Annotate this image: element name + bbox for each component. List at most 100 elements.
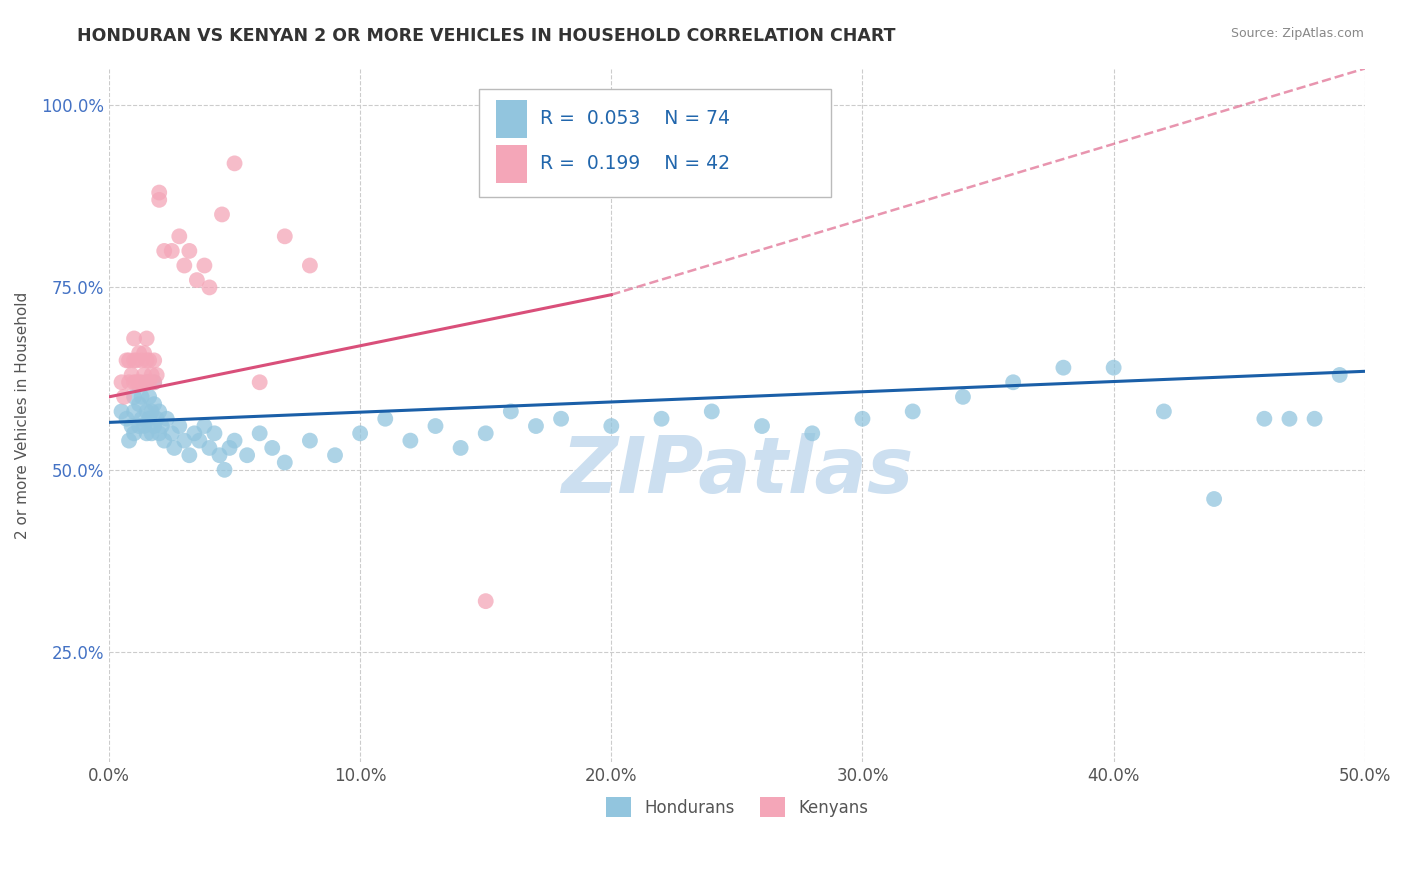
Y-axis label: 2 or more Vehicles in Household: 2 or more Vehicles in Household <box>15 292 30 539</box>
Point <box>700 404 723 418</box>
Point <box>474 594 496 608</box>
Point <box>122 331 145 345</box>
Point <box>110 404 132 418</box>
Point <box>143 419 166 434</box>
Point <box>1153 404 1175 418</box>
Point <box>150 419 173 434</box>
Point <box>193 259 215 273</box>
Point <box>1303 411 1326 425</box>
Point <box>122 426 145 441</box>
Point <box>1002 376 1025 390</box>
Point <box>474 426 496 441</box>
Point <box>153 244 176 258</box>
Point <box>141 368 163 382</box>
Point <box>179 244 201 258</box>
Point <box>134 368 156 382</box>
Point <box>135 404 157 418</box>
Point <box>198 441 221 455</box>
Point <box>128 346 150 360</box>
Point <box>236 448 259 462</box>
Point <box>524 419 547 434</box>
Point <box>143 353 166 368</box>
Point <box>323 448 346 462</box>
Point <box>156 411 179 425</box>
Point <box>148 426 170 441</box>
Point <box>901 404 924 418</box>
Point <box>135 426 157 441</box>
Legend: Hondurans, Kenyans: Hondurans, Kenyans <box>599 790 875 824</box>
Point <box>425 419 447 434</box>
Text: R =  0.053    N = 74: R = 0.053 N = 74 <box>540 109 730 128</box>
Point <box>143 376 166 390</box>
Point <box>374 411 396 425</box>
Point <box>249 426 271 441</box>
Point <box>224 156 246 170</box>
Point <box>160 426 183 441</box>
Text: ZIPatlas: ZIPatlas <box>561 433 912 508</box>
Point <box>148 193 170 207</box>
Point <box>218 441 240 455</box>
Point <box>1204 491 1226 506</box>
Point <box>1052 360 1074 375</box>
Point <box>115 411 138 425</box>
Point <box>183 426 205 441</box>
Point <box>499 404 522 418</box>
Point <box>186 273 208 287</box>
Point <box>128 376 150 390</box>
Point <box>249 376 271 390</box>
Point <box>188 434 211 448</box>
Point <box>138 390 160 404</box>
Point <box>125 376 148 390</box>
Point <box>143 397 166 411</box>
Point <box>135 353 157 368</box>
Point <box>1329 368 1351 382</box>
Point <box>134 419 156 434</box>
Point <box>143 376 166 390</box>
Point <box>118 353 141 368</box>
Point <box>141 404 163 418</box>
Point <box>135 331 157 345</box>
Point <box>145 368 167 382</box>
Point <box>145 411 167 425</box>
Point <box>173 259 195 273</box>
Point <box>118 434 141 448</box>
Point <box>952 390 974 404</box>
Point <box>198 280 221 294</box>
Point <box>274 229 297 244</box>
Point <box>651 411 673 425</box>
Point <box>138 353 160 368</box>
Point <box>125 353 148 368</box>
Point <box>128 419 150 434</box>
Point <box>131 376 153 390</box>
Point <box>141 426 163 441</box>
Point <box>148 186 170 200</box>
Point <box>851 411 873 425</box>
Point <box>193 419 215 434</box>
Point <box>208 448 231 462</box>
Point <box>121 368 143 382</box>
Point <box>131 390 153 404</box>
Point <box>173 434 195 448</box>
Point <box>163 441 186 455</box>
Point <box>138 376 160 390</box>
Point <box>550 411 572 425</box>
Point <box>600 419 623 434</box>
Point <box>204 426 226 441</box>
Point <box>399 434 422 448</box>
Point <box>128 397 150 411</box>
Point <box>122 353 145 368</box>
Point <box>153 434 176 448</box>
Point <box>298 434 321 448</box>
Point <box>211 207 233 221</box>
Point <box>134 346 156 360</box>
Point <box>169 229 191 244</box>
Point <box>179 448 201 462</box>
Point <box>1102 360 1125 375</box>
Point <box>1278 411 1301 425</box>
Point <box>118 376 141 390</box>
Point <box>135 376 157 390</box>
FancyBboxPatch shape <box>479 89 831 197</box>
Point <box>135 376 157 390</box>
Point <box>169 419 191 434</box>
Point <box>131 411 153 425</box>
